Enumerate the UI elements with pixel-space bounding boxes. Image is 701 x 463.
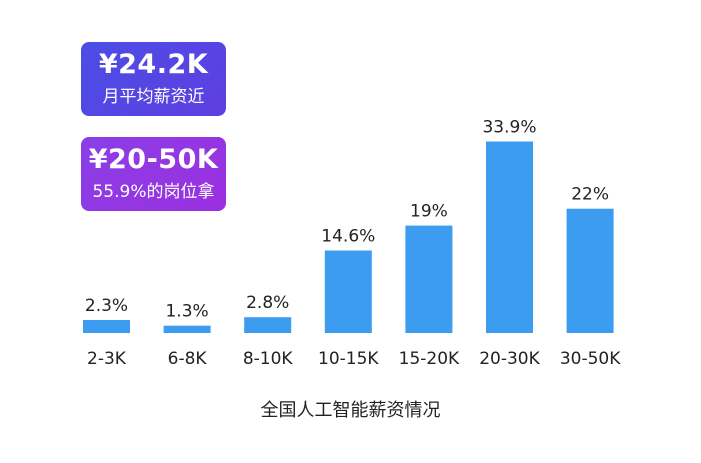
data-label-6-8K: 1.3%	[165, 302, 208, 322]
bar-10-15K	[324, 250, 372, 333]
data-label-15-20K: 19%	[410, 202, 448, 222]
data-label-10-15K: 14.6%	[321, 227, 375, 247]
salary-range-label: 55.9%的岗位拿	[92, 182, 215, 202]
average-salary-label: 月平均薪资近	[102, 87, 205, 107]
x-tick-label-6-8K: 6-8K	[168, 349, 208, 369]
data-label-2-3K: 2.3%	[85, 296, 128, 316]
data-label-30-50K: 22%	[571, 185, 609, 205]
bar-8-10K	[244, 317, 292, 333]
bar-15-20K	[405, 225, 453, 333]
x-tick-label-30-50K: 30-50K	[560, 349, 621, 369]
chart-caption: 全国人工智能薪资情况	[260, 400, 441, 421]
data-label-20-30K: 33.9%	[482, 118, 536, 138]
bar-2-3K	[83, 320, 130, 333]
x-tick-label-2-3K: 2-3K	[87, 349, 127, 369]
x-tick-label-20-30K: 20-30K	[479, 349, 540, 369]
average-salary-badge: ¥24.2K 月平均薪资近	[81, 42, 226, 116]
x-tick-label-8-10K: 8-10K	[243, 349, 294, 369]
average-salary-value: ¥24.2K	[98, 49, 209, 80]
bar-30-50K	[566, 208, 614, 333]
data-label-8-10K: 2.8%	[246, 293, 289, 313]
salary-range-value: ¥20-50K	[88, 144, 219, 175]
bar-20-30K	[486, 141, 533, 333]
salary-range-badge: ¥20-50K 55.9%的岗位拿	[81, 137, 226, 211]
bar-6-8K	[163, 325, 211, 333]
x-tick-label-15-20K: 15-20K	[399, 349, 460, 369]
x-tick-label-10-15K: 10-15K	[318, 349, 379, 369]
